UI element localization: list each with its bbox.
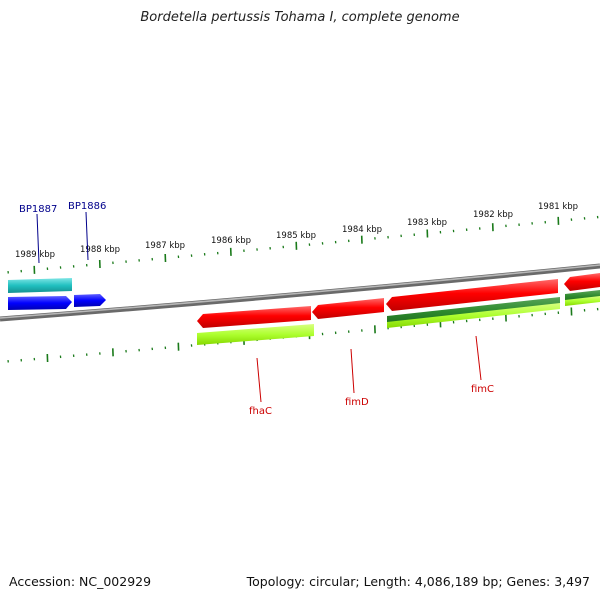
gene-labels: BP1887 BP1886 fhaC fimD fimC — [19, 201, 494, 417]
bp1886-cds-arrow[interactable] — [74, 294, 106, 307]
gene-label-bp1886[interactable]: BP1886 — [68, 201, 106, 212]
scale-labels: 1989 kbp 1988 kbp 1987 kbp 1986 kbp 1985… — [15, 202, 578, 260]
fimc-cds-arrow[interactable] — [386, 279, 558, 311]
accession-text: Accession: NC_002929 — [9, 574, 152, 589]
gene-label-fimc[interactable]: fimC — [471, 384, 494, 395]
fimc-callout-line — [475, 335, 482, 381]
top-strand-features — [8, 278, 106, 310]
genome-summary-text: Topology: circular; Length: 4,086,189 bp… — [246, 574, 590, 589]
gene-label-fhac[interactable]: fhaC — [249, 406, 272, 417]
gene-label-bp1887[interactable]: BP1887 — [19, 204, 57, 215]
bp1886-callout-line — [85, 211, 89, 261]
genome-backbone — [0, 263, 600, 322]
gene-callouts — [36, 211, 482, 403]
fhac-gene-bar[interactable] — [197, 324, 314, 345]
scale-label-1984: 1984 kbp — [342, 225, 382, 235]
scale-label-1982: 1982 kbp — [473, 210, 513, 220]
scale-ticks-top — [7, 215, 599, 274]
genome-title: Bordetella pertussis Tohama I, complete … — [140, 10, 460, 25]
scale-label-1987: 1987 kbp — [145, 241, 185, 251]
fimd-cds-arrow[interactable] — [312, 298, 384, 319]
fimc-lime-bar[interactable] — [387, 303, 560, 328]
fhac-cds-arrow[interactable] — [197, 306, 311, 328]
right-cds-arrow[interactable] — [564, 273, 600, 291]
bp1887-cds-arrow[interactable] — [8, 296, 72, 310]
scale-label-1981: 1981 kbp — [538, 202, 578, 212]
scale-label-1986: 1986 kbp — [211, 236, 251, 246]
right-lime-bar[interactable] — [565, 296, 600, 306]
scale-label-1988: 1988 kbp — [80, 245, 120, 255]
fimd-callout-line — [350, 348, 355, 394]
scale-label-1985: 1985 kbp — [276, 231, 316, 241]
scale-label-1983: 1983 kbp — [407, 218, 447, 228]
bp1887-callout-line — [36, 213, 40, 264]
genome-backbone-highlight — [0, 264, 600, 319]
gene-label-fimd[interactable]: fimD — [345, 397, 369, 408]
fhac-callout-line — [256, 357, 262, 403]
bottom-strand-cds — [197, 273, 600, 328]
bottom-strand-genes — [197, 290, 600, 345]
cyan-gene-bar[interactable] — [8, 278, 72, 293]
scale-label-1989: 1989 kbp — [15, 250, 55, 260]
